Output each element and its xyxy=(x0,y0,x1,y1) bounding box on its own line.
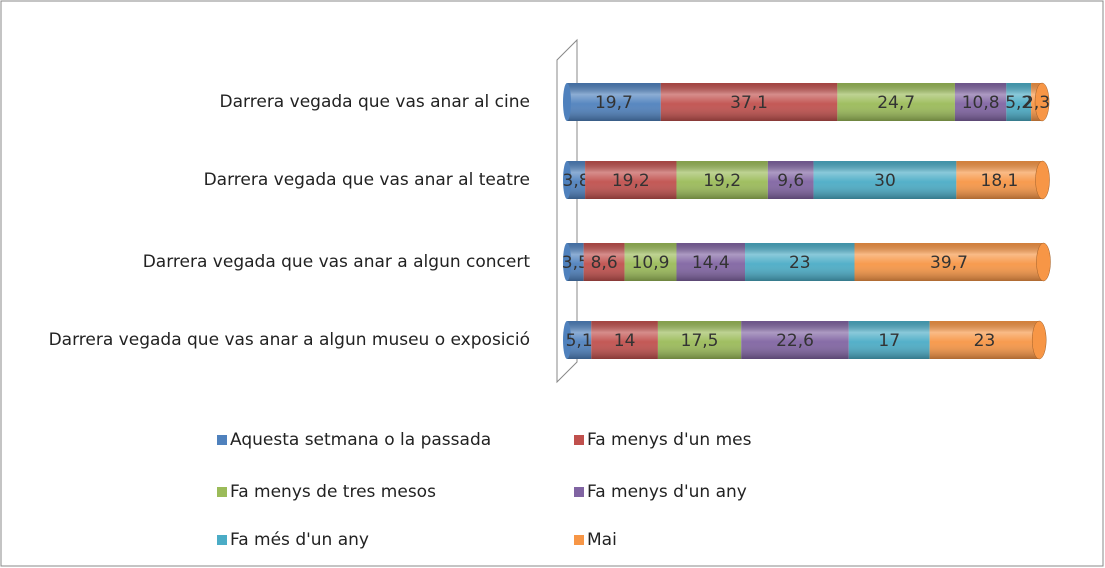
bar-shade xyxy=(624,243,677,281)
value-label: 19,7 xyxy=(595,93,633,113)
bar-start xyxy=(563,83,571,121)
bar-shade xyxy=(657,321,742,359)
bar-start xyxy=(563,161,571,199)
value-label: 17,5 xyxy=(681,331,719,351)
value-label: 3,8 xyxy=(563,171,590,191)
legend-swatch xyxy=(217,535,227,545)
legend-label: Aquesta setmana o la passada xyxy=(230,430,491,450)
legend-label: Fa més d'un any xyxy=(230,530,369,550)
value-label: 23 xyxy=(974,331,996,351)
value-label: 24,7 xyxy=(877,93,915,113)
value-label: 23 xyxy=(789,253,811,273)
bar-shade xyxy=(745,243,855,281)
bar-shade xyxy=(660,83,838,121)
legend-label: Mai xyxy=(587,530,617,550)
bar-shade xyxy=(676,243,746,281)
bar-shade xyxy=(567,321,592,359)
bar-shade xyxy=(585,161,677,199)
back-wall xyxy=(556,38,578,384)
bar-shade xyxy=(929,321,1040,359)
value-label: 39,7 xyxy=(930,253,968,273)
legend-swatch xyxy=(574,535,584,545)
value-label: 8,6 xyxy=(591,253,618,273)
legend-label: Fa menys d'un any xyxy=(587,482,747,502)
category-label: Darrera vegada que vas anar al cine xyxy=(220,92,530,112)
bar-shade xyxy=(848,321,930,359)
bar-shade xyxy=(854,243,1044,281)
value-label: 5,1 xyxy=(566,331,593,351)
legend-label: Fa menys de tres mesos xyxy=(230,482,436,502)
bar-shade xyxy=(567,161,586,199)
value-label: 10,9 xyxy=(632,253,670,273)
bar-shade xyxy=(741,321,849,359)
bar-shade xyxy=(567,243,584,281)
bar-cap xyxy=(1035,160,1050,200)
value-label: 19,2 xyxy=(703,171,741,191)
value-label: 3,5 xyxy=(562,253,589,273)
value-label: 10,8 xyxy=(962,93,1000,113)
bar-shade xyxy=(767,161,814,199)
value-label: 9,6 xyxy=(777,171,804,191)
bar-cap xyxy=(1031,320,1047,360)
value-label: 37,1 xyxy=(730,93,768,113)
value-label: 2,3 xyxy=(1023,93,1050,113)
value-label: 18,1 xyxy=(981,171,1019,191)
bar-shade xyxy=(567,83,661,121)
bar-cap xyxy=(1036,242,1051,282)
legend-swatch xyxy=(574,435,584,445)
value-label: 22,6 xyxy=(776,331,814,351)
bar-cap xyxy=(1034,82,1050,122)
value-label: 19,2 xyxy=(612,171,650,191)
legend-swatch xyxy=(217,487,227,497)
value-label: 14 xyxy=(614,331,636,351)
bar-shade xyxy=(583,243,625,281)
bar-shade xyxy=(591,321,658,359)
category-label: Darrera vegada que vas anar a algun muse… xyxy=(49,330,530,350)
bar-shade xyxy=(1006,83,1032,121)
bar-start xyxy=(563,321,571,359)
value-label: 14,4 xyxy=(692,253,730,273)
legend-swatch xyxy=(217,435,227,445)
bar-start xyxy=(563,243,571,281)
value-label: 30 xyxy=(874,171,896,191)
bar-shade xyxy=(837,83,955,121)
value-label: 5,2 xyxy=(1005,93,1032,113)
legend-swatch xyxy=(574,487,584,497)
bar-shade xyxy=(954,83,1007,121)
legend-label: Fa menys d'un mes xyxy=(587,430,752,450)
bar-shade xyxy=(956,161,1043,199)
category-label: Darrera vegada que vas anar a algun conc… xyxy=(143,252,531,272)
value-label: 17 xyxy=(878,331,900,351)
bar-shade xyxy=(813,161,957,199)
category-label: Darrera vegada que vas anar al teatre xyxy=(204,170,530,190)
bar-shade xyxy=(676,161,768,199)
